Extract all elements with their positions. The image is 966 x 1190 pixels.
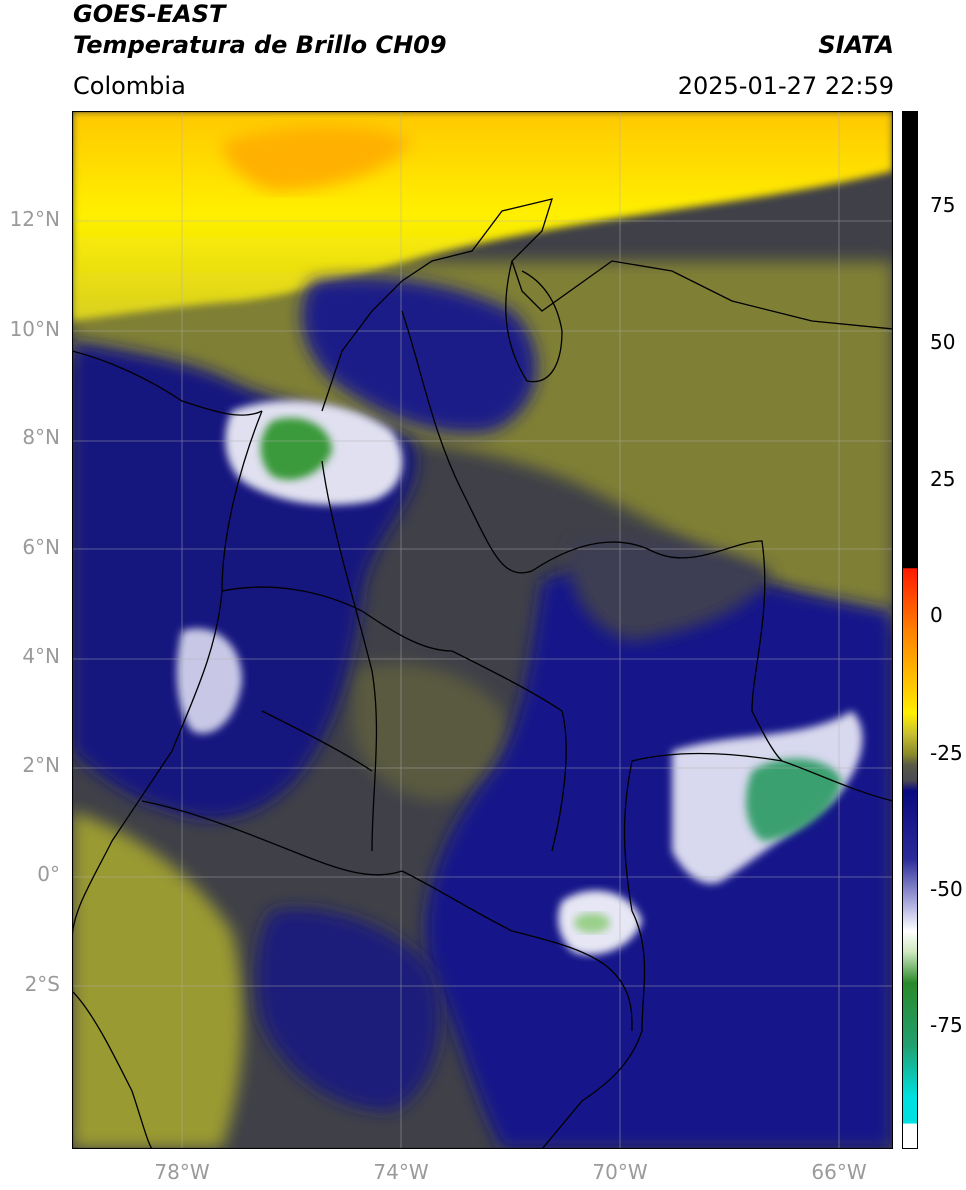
source-label: SIATA [818, 31, 894, 59]
lat-tick-10n: 10°N [9, 317, 60, 341]
lon-tick-66w: 66°W [811, 1160, 867, 1184]
venezuela-gulf [505, 260, 563, 383]
panama-coast [72, 350, 263, 416]
green-core-east [746, 758, 842, 841]
olive-southwest [72, 811, 243, 1149]
cbar-tick-25: 25 [930, 467, 956, 491]
colombia-venezuela-border [401, 310, 783, 762]
title-satellite: GOES-EAST [73, 0, 226, 28]
satellite-map [72, 111, 893, 1149]
ecuador-coast [72, 990, 153, 1149]
region-label: Colombia [73, 72, 186, 100]
lon-tick-70w: 70°W [592, 1160, 648, 1184]
lat-tick-2n: 2°N [22, 753, 60, 777]
cbar-tick-minus75: -75 [930, 1013, 963, 1037]
lat-tick-12n: 12°N [9, 207, 60, 231]
lat-tick-4n: 4°N [22, 644, 60, 668]
cbar-tick-0: 0 [930, 603, 943, 627]
colombia-ecuador-border [141, 800, 403, 876]
internal-3 [451, 650, 567, 852]
orange-patch [222, 126, 412, 191]
lat-tick-8n: 8°N [22, 425, 60, 449]
cbar-tick-75: 75 [930, 193, 956, 217]
lon-tick-74w: 74°W [373, 1160, 429, 1184]
colorbar [902, 111, 918, 1149]
lat-tick-0: 0° [37, 862, 60, 886]
green-core-south [574, 913, 610, 933]
lat-tick-2s: 2°S [24, 972, 60, 996]
pacific-coast [72, 410, 263, 942]
navy-south [256, 909, 440, 1111]
borders [72, 198, 893, 1149]
cbar-tick-minus50: -50 [930, 877, 963, 901]
olive-mid [352, 663, 509, 801]
navy-north [301, 277, 537, 433]
colombia-peru-border [401, 870, 633, 1032]
olive-north [72, 261, 893, 631]
venezuela-brazil [781, 760, 893, 802]
title-product: Temperatura de Brillo CH09 [73, 31, 447, 59]
gray-inner-east [570, 538, 772, 641]
white-cloud-west [176, 628, 242, 734]
green-core-north [260, 417, 332, 480]
colombia-brazil-border [541, 752, 783, 1149]
datetime-label: 2025-01-27 22:59 [677, 72, 894, 100]
lat-tick-6n: 6°N [22, 535, 60, 559]
internal-2 [321, 460, 378, 852]
cbar-tick-50: 50 [930, 330, 956, 354]
lon-tick-78w: 78°W [154, 1160, 210, 1184]
navy-east [425, 565, 893, 1149]
cbar-tick-minus25: -25 [930, 741, 963, 765]
internal-1 [221, 586, 453, 652]
graticule [72, 111, 893, 1149]
internal-4 [261, 710, 373, 772]
